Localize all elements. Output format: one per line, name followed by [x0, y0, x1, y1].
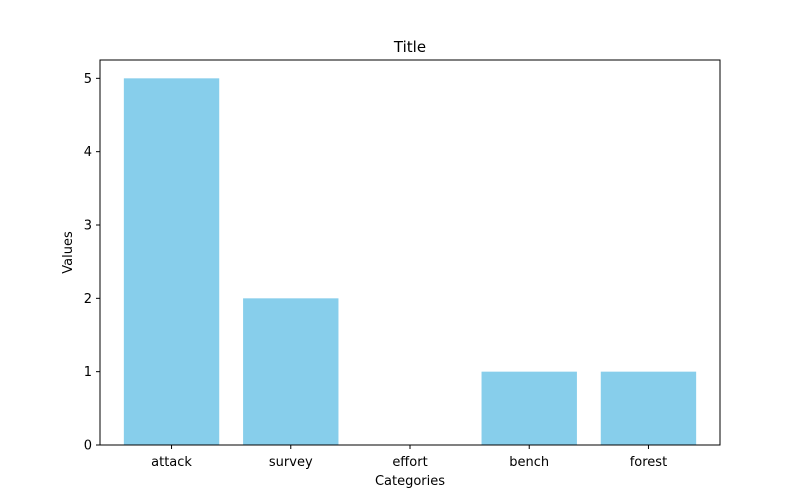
y-tick-label: 4: [84, 145, 92, 160]
x-tick-label: survey: [269, 455, 313, 470]
plot-frame: [99, 59, 721, 446]
bar-bench: [481, 371, 577, 445]
x-tick-label: forest: [630, 455, 667, 470]
bar-forest: [600, 371, 697, 445]
bar-attack: [123, 78, 220, 445]
y-tick-label: 1: [84, 365, 92, 380]
chart-title: Title: [393, 38, 426, 56]
y-tick-label: 3: [84, 219, 92, 234]
bar-survey: [243, 298, 339, 445]
x-axis-label: Categories: [375, 474, 445, 489]
y-axis-label: Values: [61, 231, 76, 274]
x-tick-label: bench: [509, 455, 549, 470]
y-tick-label: 5: [84, 72, 92, 87]
y-axis-ticks: 0 1 2 3 4 5: [84, 72, 100, 454]
x-tick-label: attack: [151, 455, 192, 470]
bars-group: [123, 78, 697, 445]
x-tick-label: effort: [392, 455, 427, 470]
y-tick-label: 2: [84, 292, 92, 307]
x-axis-ticks: attack survey effort bench forest: [151, 445, 667, 470]
y-tick-label: 0: [84, 439, 92, 454]
